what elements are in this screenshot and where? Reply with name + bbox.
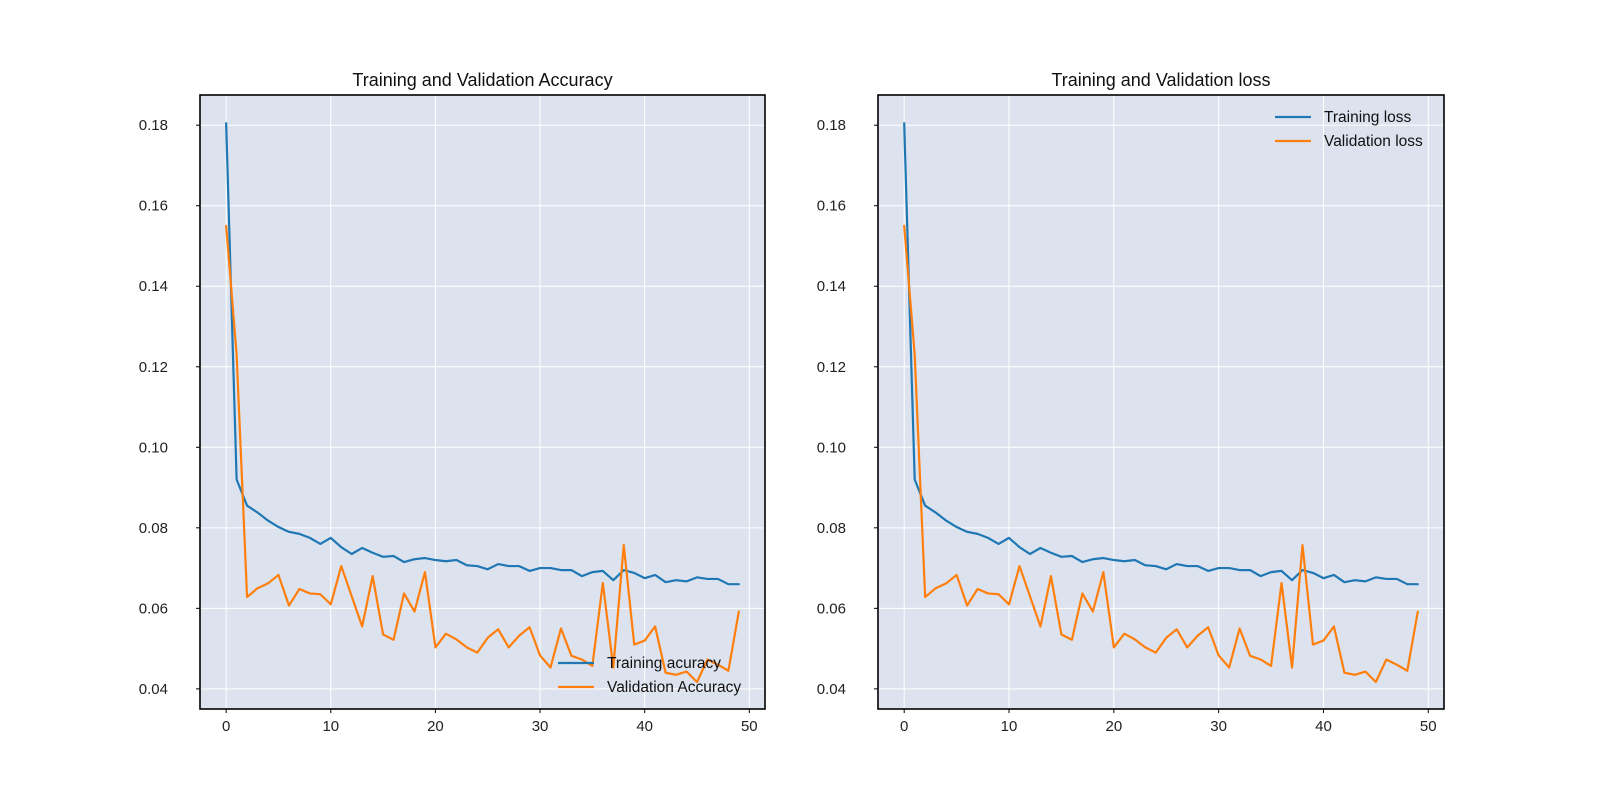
series-line-validation-loss [903,224,1419,684]
ticks [874,124,1429,713]
x-tick-label: 30 [532,718,549,735]
x-tick-label: 10 [1001,718,1018,735]
series-line-validation-accuracy [225,224,740,684]
x-tick-label: 50 [1420,718,1437,735]
x-tick-label: 0 [900,718,908,735]
x-tick-label: 10 [322,718,339,735]
series-line-training-acuracy [225,122,740,586]
x-tick-label: 20 [1105,718,1122,735]
y-tick-label: 0.18 [817,117,846,134]
grid [878,95,1444,709]
y-tick-label: 0.12 [817,359,846,376]
ticks [196,124,750,713]
y-tick-label: 0.10 [139,439,168,456]
x-tick-label: 20 [427,718,444,735]
y-tick-label: 0.06 [139,600,168,617]
legend-label-training-acuracy: Training acuracy [607,655,721,672]
chart-title: Training and Validation Accuracy [352,70,612,90]
legend-label-validation-accuracy: Validation Accuracy [607,679,741,696]
chart-title: Training and Validation loss [1051,70,1270,90]
x-tick-label: 50 [741,718,758,735]
accuracy-chart: 0 10 20 30 40 50 0.04 0.06 0.08 0.10 0.12 0.14 0.16 0… [139,70,766,735]
y-tick-label: 0.04 [139,681,168,698]
x-tick-label: 40 [1315,718,1332,735]
y-tick-label: 0.14 [139,278,168,295]
series-layer [225,122,740,684]
y-tick-label: 0.12 [139,359,168,376]
x-tick-label: 0 [222,718,230,735]
x-tick-label: 40 [636,718,653,735]
plot-area [200,95,765,709]
y-tick-label: 0.10 [817,439,846,456]
tick-labels: 0 10 20 30 40 50 0.04 0.06 0.08 0.10 0.12 0.14 0.16 0… [139,117,758,735]
grid [200,95,765,709]
plot-frame [199,94,766,710]
y-tick-label: 0.04 [817,681,846,698]
tick-labels: 0 10 20 30 40 50 0.04 0.06 0.08 0.10 0.12 0.14 0.16 0… [817,117,1437,735]
legend: Training acuracy Validation Accuracy [558,655,741,696]
plot-frame [877,94,1445,710]
legend-label-validation-loss: Validation loss [1324,133,1423,150]
y-tick-label: 0.14 [817,278,846,295]
series-layer [903,122,1419,684]
x-tick-label: 30 [1210,718,1227,735]
plot-area [878,95,1444,709]
series-line-training-loss [903,122,1419,586]
y-tick-label: 0.06 [817,600,846,617]
y-tick-label: 0.16 [817,198,846,215]
loss-chart: 0 10 20 30 40 50 0.04 0.06 0.08 0.10 0.12 0.14 0.16 0… [817,70,1445,735]
legend: Training loss Validation loss [1275,109,1423,150]
y-tick-label: 0.16 [139,198,168,215]
y-tick-label: 0.08 [139,520,168,537]
y-tick-label: 0.08 [817,520,846,537]
legend-label-training-loss: Training loss [1324,109,1412,126]
y-tick-label: 0.18 [139,117,168,134]
